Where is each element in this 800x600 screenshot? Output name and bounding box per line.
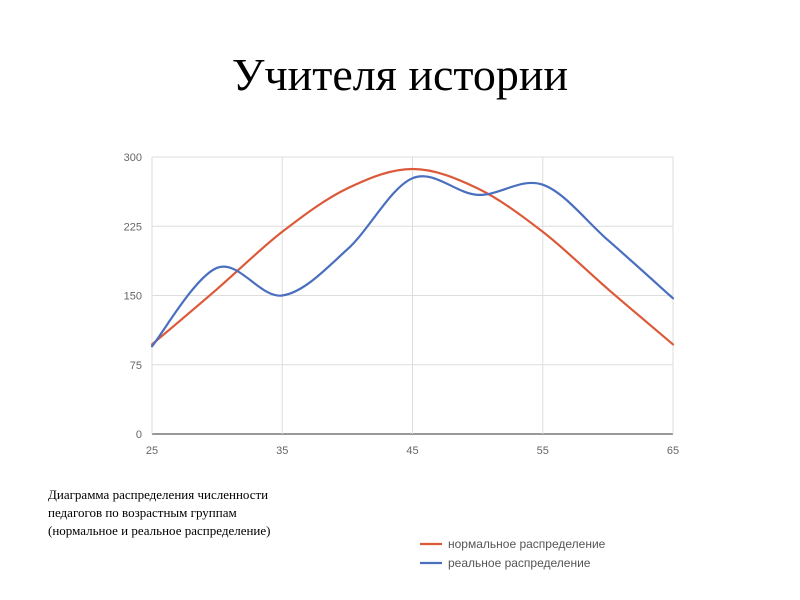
x-tick-label: 45 bbox=[406, 445, 418, 457]
y-tick-label: 0 bbox=[136, 429, 142, 441]
y-tick-label: 150 bbox=[124, 291, 142, 303]
legend-label-1: нормальное распределение bbox=[448, 537, 606, 551]
series-line-1 bbox=[150, 167, 675, 346]
caption-line-3: (нормальное и реальное распределение) bbox=[48, 523, 271, 538]
x-tick-label: 55 bbox=[537, 445, 549, 457]
y-tick-label: 225 bbox=[124, 221, 142, 233]
chart-grid bbox=[151, 156, 674, 435]
chart-legend: нормальное распределение реальное распред… bbox=[420, 537, 606, 570]
caption-line-2: педагогов по возрастным группам bbox=[48, 505, 237, 520]
x-tick-label: 65 bbox=[667, 445, 679, 457]
page-title: Учителя истории bbox=[231, 49, 569, 100]
chart-caption: Диаграмма распределения численности педа… bbox=[48, 486, 348, 540]
legend-label-2: реальное распределение bbox=[448, 556, 591, 570]
y-tick-label: 300 bbox=[124, 152, 142, 164]
y-tick-label: 75 bbox=[130, 360, 142, 372]
chart-series bbox=[150, 167, 675, 348]
x-tick-label: 25 bbox=[146, 445, 158, 457]
series-line-2 bbox=[150, 175, 675, 348]
caption-line-1: Диаграмма распределения численности bbox=[48, 487, 269, 502]
x-tick-label: 35 bbox=[276, 445, 288, 457]
x-axis-ticks: 25 35 45 55 65 bbox=[146, 445, 679, 457]
y-axis-ticks: 0 75 150 225 300 bbox=[124, 152, 142, 441]
